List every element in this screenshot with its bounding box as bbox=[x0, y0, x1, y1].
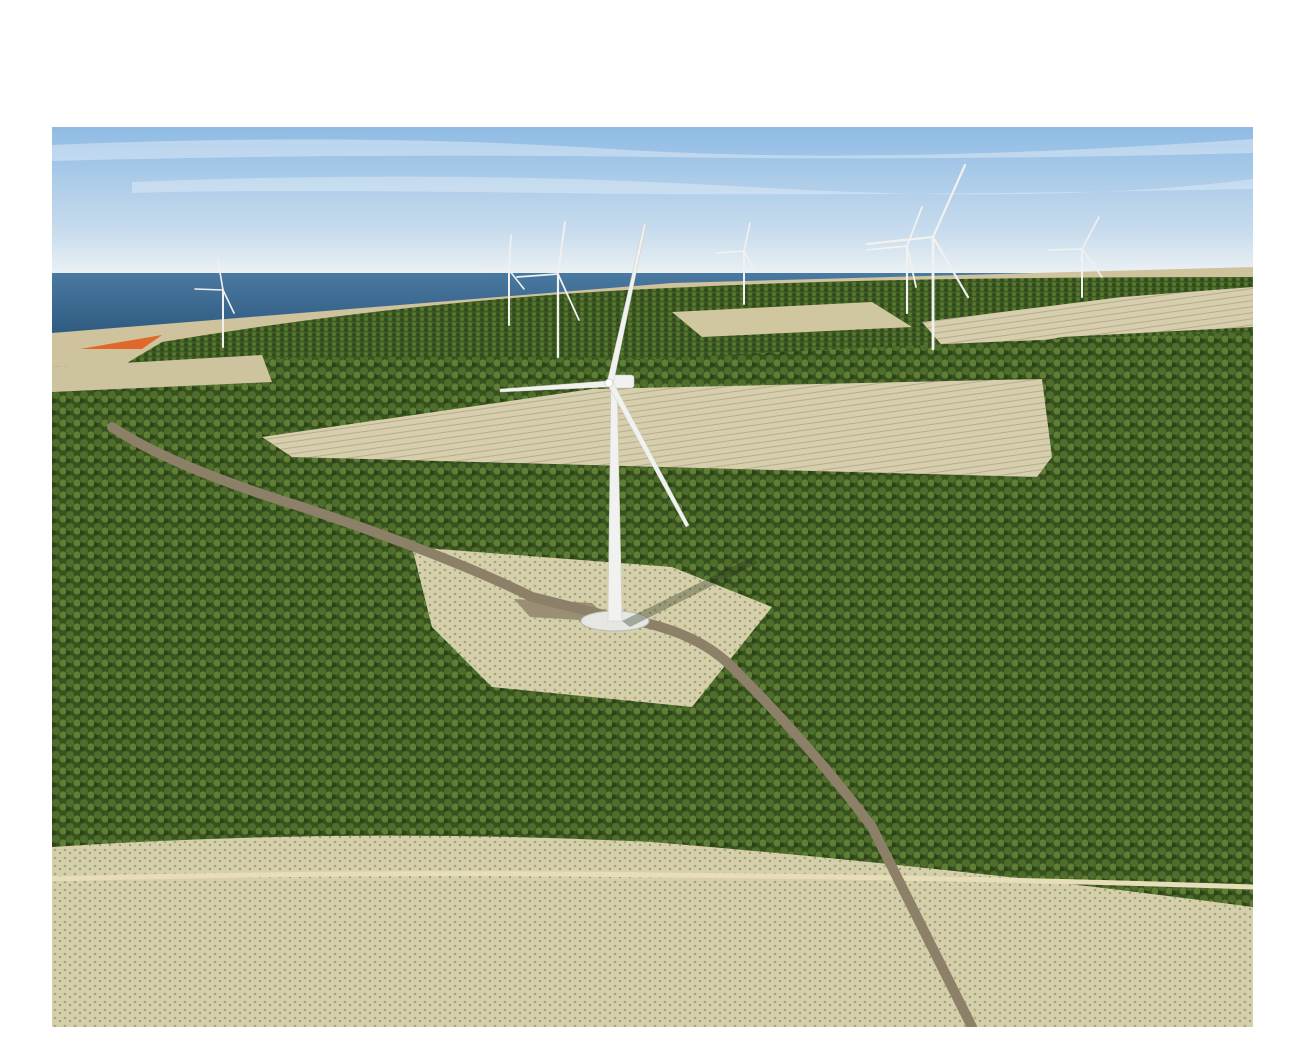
turbine-far-7 bbox=[1047, 216, 1103, 298]
lower-track bbox=[52, 871, 1253, 890]
left-clearing bbox=[52, 355, 272, 392]
cloud-streak bbox=[132, 176, 1253, 195]
cloud-streak bbox=[52, 139, 1253, 161]
turbine-hub bbox=[604, 378, 614, 388]
right-clearing bbox=[922, 287, 1253, 357]
heath-patch bbox=[80, 335, 162, 349]
turbine-far-6 bbox=[865, 163, 970, 351]
turbine-foreground bbox=[499, 222, 758, 632]
far-forest bbox=[112, 277, 1253, 372]
clearfell-field bbox=[262, 379, 1052, 477]
far-clearing bbox=[672, 302, 912, 337]
wind-farm-scene bbox=[52, 127, 1253, 1027]
scene-illustration bbox=[52, 127, 1253, 1027]
access-road bbox=[107, 422, 977, 1027]
turbine-far-2 bbox=[479, 234, 525, 326]
turbine-far-4 bbox=[715, 222, 756, 305]
turbine-shadow bbox=[622, 557, 758, 627]
turbine-far-3 bbox=[516, 221, 580, 359]
turbine-far-1 bbox=[194, 259, 235, 348]
sky bbox=[52, 127, 1253, 277]
